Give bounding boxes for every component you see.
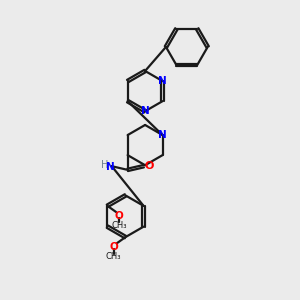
Text: N: N xyxy=(158,130,167,140)
Text: O: O xyxy=(109,242,118,252)
Text: H: H xyxy=(101,160,109,170)
Text: N: N xyxy=(106,162,115,172)
Text: CH₃: CH₃ xyxy=(111,221,127,230)
Text: N: N xyxy=(141,106,149,116)
Text: CH₃: CH₃ xyxy=(106,252,122,261)
Text: O: O xyxy=(115,211,124,220)
Text: N: N xyxy=(158,76,167,86)
Text: O: O xyxy=(144,161,154,171)
